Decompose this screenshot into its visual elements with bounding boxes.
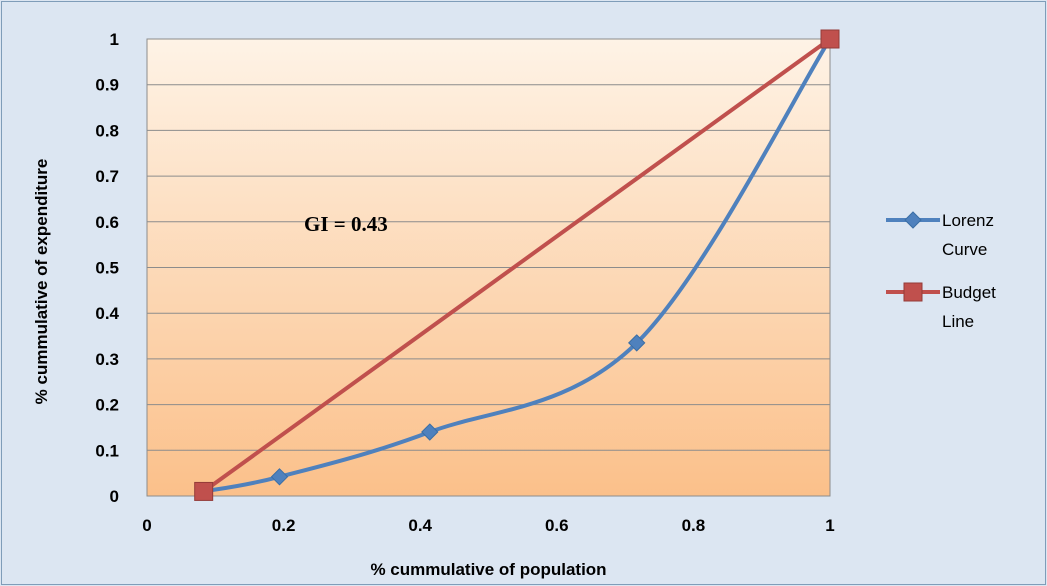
y-tick-label: 0.3 bbox=[95, 350, 119, 369]
y-tick-label: 0.5 bbox=[95, 259, 119, 278]
x-tick-label: 1 bbox=[825, 516, 834, 535]
y-tick-label: 1 bbox=[110, 30, 119, 49]
x-tick-label: 0.6 bbox=[545, 516, 569, 535]
series-layer bbox=[194, 29, 840, 501]
y-tick-label: 0.8 bbox=[95, 121, 119, 140]
y-tick-label: 0.7 bbox=[95, 167, 119, 186]
y-axis-title: % cummulative of expenditure bbox=[32, 159, 51, 405]
y-tick-label: 0.4 bbox=[95, 304, 119, 323]
x-tick-label: 0.8 bbox=[682, 516, 706, 535]
legend-label: Budget bbox=[942, 283, 996, 302]
y-tick-label: 0 bbox=[110, 487, 119, 506]
x-tick-label: 0.2 bbox=[272, 516, 296, 535]
data-point-lorenz bbox=[270, 468, 289, 486]
legend-label: Curve bbox=[942, 240, 987, 259]
legend-marker-0 bbox=[904, 211, 922, 229]
y-tick-label: 0.6 bbox=[95, 213, 119, 232]
legend-label: Lorenz bbox=[942, 211, 994, 230]
data-point-lorenz bbox=[421, 423, 439, 441]
tick-labels: 0 0.1 0.2 0.3 0.4 0.5 0.6 0.7 0.8 0.9 1 0 0.2 0.4 0.6 0… bbox=[95, 30, 834, 535]
y-tick-label: 0.1 bbox=[95, 441, 119, 460]
gini-annotation: GI = 0.43 bbox=[304, 212, 388, 236]
y-tick-label: 0.9 bbox=[95, 76, 119, 95]
legend-label: Line bbox=[942, 312, 974, 331]
data-point-lorenz bbox=[628, 334, 646, 352]
y-tick-label: 0.2 bbox=[95, 396, 119, 415]
series-line-1 bbox=[201, 37, 832, 494]
legend-marker-1 bbox=[903, 282, 923, 302]
data-point-budget bbox=[820, 29, 840, 49]
x-axis-title: % cummulative of population bbox=[370, 560, 606, 579]
x-tick-label: 0.4 bbox=[408, 516, 432, 535]
data-point-budget bbox=[194, 481, 214, 501]
legend: Lorenz Curve Budget Line bbox=[886, 211, 996, 331]
x-tick-label: 0 bbox=[142, 516, 151, 535]
